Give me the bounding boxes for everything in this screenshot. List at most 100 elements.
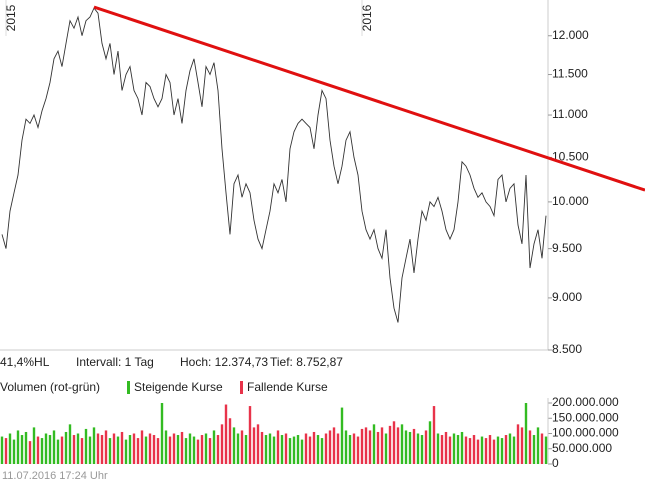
y-tick-label: 9.500 bbox=[552, 241, 582, 255]
volume-bar bbox=[96, 433, 100, 464]
volume-bar bbox=[408, 431, 412, 464]
volume-bar bbox=[448, 436, 452, 464]
y-tick-label: 11.500 bbox=[552, 67, 588, 81]
volume-bar bbox=[476, 439, 480, 464]
volume-bar bbox=[312, 431, 316, 464]
volume-bar bbox=[0, 436, 4, 464]
volume-bar bbox=[504, 435, 508, 464]
info-text: Hoch: 12.374,73 bbox=[180, 355, 268, 369]
volume-bar bbox=[500, 438, 504, 464]
volume-bar bbox=[104, 430, 108, 464]
volume-bar bbox=[208, 438, 212, 464]
volume-bar bbox=[252, 427, 256, 464]
volume-bar bbox=[544, 436, 548, 464]
volume-bar bbox=[484, 438, 488, 464]
x-tick-label: 2016 bbox=[360, 4, 374, 31]
volume-title: Volumen (rot-grün) bbox=[0, 380, 100, 394]
volume-bar bbox=[396, 427, 400, 464]
volume-bar bbox=[108, 438, 112, 464]
volume-bar bbox=[420, 435, 424, 464]
volume-bar bbox=[24, 431, 28, 464]
volume-bar bbox=[56, 439, 60, 464]
volume-bar bbox=[316, 435, 320, 464]
volume-bar bbox=[68, 424, 72, 464]
volume-bar bbox=[332, 427, 336, 464]
volume-bar bbox=[296, 435, 300, 464]
volume-bar bbox=[232, 427, 236, 464]
volume-bar bbox=[40, 438, 44, 464]
volume-bar bbox=[532, 435, 536, 464]
volume-bar bbox=[120, 431, 124, 464]
volume-bar bbox=[136, 438, 140, 464]
volume-bar bbox=[172, 433, 176, 464]
volume-bar bbox=[324, 433, 328, 464]
volume-bar bbox=[412, 428, 416, 464]
volume-bar bbox=[140, 430, 144, 464]
volume-bar bbox=[164, 430, 168, 464]
volume-bar bbox=[284, 433, 288, 464]
volume-bar bbox=[444, 431, 448, 464]
info-text: Intervall: 1 Tag bbox=[76, 355, 154, 369]
volume-bar bbox=[384, 433, 388, 464]
legend-label: Steigende Kurse bbox=[134, 380, 223, 394]
y-tick-label: 9.000 bbox=[552, 290, 582, 304]
volume-bar bbox=[224, 404, 228, 464]
volume-bar bbox=[216, 435, 220, 464]
volume-bar bbox=[320, 438, 324, 464]
volume-bar bbox=[372, 424, 376, 464]
legend-swatch bbox=[127, 381, 130, 394]
volume-bar bbox=[92, 427, 96, 464]
volume-bar bbox=[52, 430, 56, 464]
volume-bar bbox=[364, 427, 368, 464]
volume-bar bbox=[292, 436, 296, 464]
volume-bar bbox=[508, 433, 512, 464]
volume-bar bbox=[28, 441, 32, 464]
volume-bar bbox=[260, 431, 264, 464]
volume-bar bbox=[480, 436, 484, 464]
volume-bar bbox=[16, 430, 20, 464]
volume-bar bbox=[36, 436, 40, 464]
volume-bar bbox=[180, 431, 184, 464]
y-tick-label: 12.000 bbox=[552, 28, 589, 42]
volume-bar bbox=[360, 428, 364, 464]
volume-bar bbox=[72, 435, 76, 464]
volume-bar bbox=[460, 431, 464, 464]
footer: 11.07.2016 17:24 Uhr bbox=[2, 470, 108, 482]
volume-bar bbox=[288, 438, 292, 464]
volume-bar bbox=[380, 427, 384, 464]
volume-bar bbox=[116, 436, 120, 464]
info-text: 41,4%HL bbox=[0, 355, 50, 369]
volume-bar bbox=[4, 438, 8, 464]
volume-bar bbox=[236, 433, 240, 464]
volume-bar bbox=[344, 430, 348, 464]
volume-bar bbox=[128, 435, 132, 464]
volume-bar bbox=[12, 439, 16, 464]
volume-bar bbox=[328, 430, 332, 464]
volume-bar bbox=[272, 436, 276, 464]
volume-bar bbox=[400, 424, 404, 464]
volume-bar bbox=[492, 439, 496, 464]
volume-bar bbox=[472, 435, 476, 464]
y-tick-label: 150.000.000 bbox=[552, 410, 619, 424]
volume-bar bbox=[112, 433, 116, 464]
volume-bar bbox=[144, 436, 148, 464]
volume-bar bbox=[124, 439, 128, 464]
volume-bar bbox=[212, 430, 216, 464]
price-line bbox=[1, 7, 547, 323]
volume-bar bbox=[152, 435, 156, 464]
volume-bar bbox=[200, 435, 204, 464]
volume-bar bbox=[244, 435, 248, 464]
y-tick-label: 10.000 bbox=[552, 194, 589, 208]
volume-bar bbox=[84, 428, 88, 464]
volume-bar bbox=[100, 435, 104, 464]
volume-bar bbox=[192, 436, 196, 464]
volume-bar bbox=[268, 433, 272, 464]
volume-bar bbox=[404, 430, 408, 464]
volume-bar bbox=[348, 435, 352, 464]
volume-bar bbox=[432, 406, 436, 464]
volume-bar bbox=[496, 436, 500, 464]
volume-bar bbox=[76, 433, 80, 464]
volume-bar bbox=[228, 418, 232, 464]
volume-bar bbox=[176, 435, 180, 464]
volume-bar bbox=[536, 427, 540, 464]
